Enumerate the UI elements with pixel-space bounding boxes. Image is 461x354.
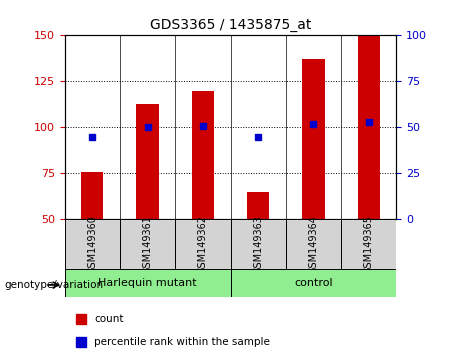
Text: GSM149363: GSM149363 [253,215,263,274]
Title: GDS3365 / 1435875_at: GDS3365 / 1435875_at [150,18,311,32]
Text: GSM149361: GSM149361 [142,215,153,274]
Bar [81,172,103,219]
FancyBboxPatch shape [175,219,230,269]
FancyBboxPatch shape [230,269,396,297]
FancyBboxPatch shape [230,219,286,269]
FancyBboxPatch shape [65,219,120,269]
Bar [247,192,269,219]
Bar [302,59,325,219]
Text: control: control [294,278,333,288]
Text: percentile rank within the sample: percentile rank within the sample [95,337,270,347]
Bar [136,103,159,219]
FancyBboxPatch shape [286,219,341,269]
Bar [192,91,214,219]
Text: GSM149362: GSM149362 [198,215,208,274]
Text: genotype/variation: genotype/variation [5,280,104,290]
Text: GSM149360: GSM149360 [87,215,97,274]
FancyBboxPatch shape [65,269,230,297]
FancyBboxPatch shape [120,219,175,269]
Text: GSM149364: GSM149364 [308,215,319,274]
Text: count: count [95,314,124,324]
Text: Harlequin mutant: Harlequin mutant [98,278,197,288]
FancyBboxPatch shape [341,219,396,269]
Text: GSM149365: GSM149365 [364,215,374,274]
Bar [358,35,380,219]
